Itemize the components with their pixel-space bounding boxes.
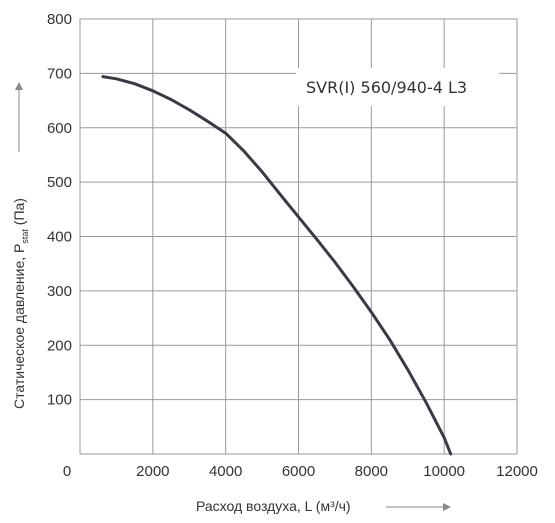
x-tick-label: 10000	[423, 463, 465, 480]
x-tick-label: 6000	[282, 463, 315, 480]
x-tick-label: 2000	[136, 463, 169, 480]
y-axis-title-unit: (Па)	[11, 198, 27, 229]
y-tick-label: 500	[47, 174, 72, 191]
y-axis-arrow-head	[15, 82, 23, 90]
series-group	[101, 75, 453, 456]
y-tick-labels: 100 200 300 400 500 600 700 800	[47, 11, 72, 409]
model-annotation: SVR(I) 560/940-4 L3	[306, 78, 467, 97]
y-tick-label: 400	[47, 229, 72, 246]
y-tick-label: 700	[47, 65, 72, 82]
y-origin-label: 0	[63, 463, 71, 480]
y-tick-label: 300	[47, 283, 72, 300]
y-axis-title-group: Статическое давление, Pstat (Па)	[11, 198, 30, 409]
annotation-box	[296, 68, 499, 106]
x-tick-label: 12000	[496, 463, 538, 480]
y-tick-label: 200	[47, 337, 72, 354]
x-axis-title: Расход воздуха, L (м³/ч)	[196, 498, 351, 514]
x-tick-labels: 2000 4000 6000 8000 10000 12000	[136, 463, 538, 480]
x-tick-label: 8000	[355, 463, 388, 480]
y-axis-title: Статическое давление, Pstat (Па)	[11, 198, 30, 409]
y-tick-label: 100	[47, 392, 72, 409]
y-tick-label: 800	[47, 11, 72, 28]
x-tick-label: 4000	[209, 463, 242, 480]
performance-curve	[101, 75, 453, 456]
y-tick-label: 600	[47, 120, 72, 137]
y-axis-title-main: Статическое давление, P	[11, 244, 27, 409]
y-axis-title-subscript: stat	[20, 229, 30, 244]
x-axis-arrow-head	[443, 503, 451, 511]
